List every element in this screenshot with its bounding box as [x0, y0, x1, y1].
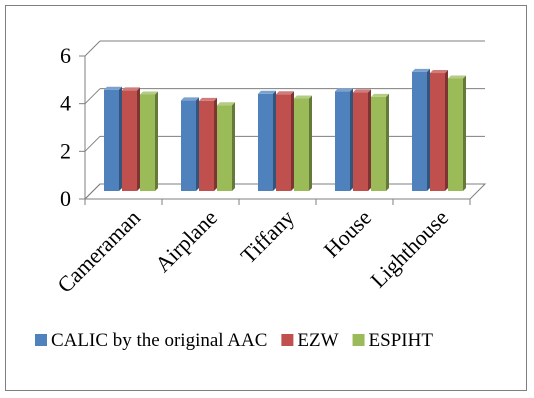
- bar-top: [217, 102, 235, 106]
- bar-front: [104, 89, 119, 191]
- bar-front: [276, 94, 291, 191]
- bar-top: [258, 90, 276, 94]
- bar-front: [217, 105, 232, 191]
- bar-side: [214, 97, 217, 191]
- y-tick-label: 0: [60, 186, 71, 211]
- gridline-diag: [84, 135, 101, 152]
- bar-top: [122, 87, 140, 91]
- bar-side: [196, 97, 199, 191]
- bar-front: [140, 94, 155, 191]
- x-category-label: Airplane: [150, 205, 222, 277]
- legend-label: ESPIHT: [369, 330, 434, 351]
- bar-top: [335, 88, 353, 92]
- bars: [104, 68, 466, 191]
- bar-front: [258, 93, 273, 191]
- bar-side: [155, 91, 158, 191]
- bar: [335, 88, 353, 191]
- bar-side: [427, 68, 430, 191]
- bar: [430, 70, 448, 191]
- bar-top: [276, 91, 294, 95]
- legend-label: EZW: [297, 330, 338, 351]
- y-tick-label: 4: [60, 91, 71, 116]
- legend: CALIC by the original AAC EZW ESPIHT: [35, 330, 433, 351]
- bar-side: [273, 90, 276, 191]
- gridline-diag: [84, 183, 101, 200]
- bar-side: [309, 95, 312, 191]
- bar: [258, 90, 276, 191]
- legend-label: CALIC by the original AAC: [51, 330, 267, 351]
- bar-top: [448, 75, 466, 79]
- bar: [122, 87, 140, 191]
- y-axis-ticks: 0 2 4 6: [60, 43, 71, 211]
- bar-top: [353, 89, 371, 93]
- legend-item: EZW: [281, 330, 339, 351]
- bar-top: [104, 86, 122, 90]
- bar-front: [122, 90, 137, 191]
- bar: [181, 97, 199, 191]
- bar-side: [368, 89, 371, 191]
- bar-front: [353, 92, 368, 191]
- bar-top: [140, 91, 158, 95]
- bar: [104, 86, 122, 191]
- bar-front: [199, 100, 214, 191]
- bar-side: [350, 88, 353, 191]
- bar-front: [371, 96, 386, 191]
- bar: [140, 91, 158, 191]
- y-tick-label: 6: [60, 43, 71, 68]
- bar-side: [119, 86, 122, 191]
- bar-top: [412, 68, 430, 72]
- bar-front: [335, 91, 350, 191]
- bar-top: [430, 70, 448, 74]
- legend-item: CALIC by the original AAC: [35, 330, 267, 351]
- bar-side: [445, 70, 448, 191]
- gridline-diag: [84, 40, 101, 57]
- bar-side: [291, 91, 294, 191]
- x-category-label: Lighthouse: [365, 205, 453, 293]
- bar: [217, 102, 235, 191]
- bar-top: [181, 97, 199, 101]
- bar: [448, 75, 466, 191]
- bar-side: [463, 75, 466, 191]
- bar-front: [181, 100, 196, 191]
- bar: [412, 68, 430, 191]
- x-category-label: House: [319, 205, 376, 262]
- x-category-label: Cameraman: [52, 205, 145, 298]
- bar: [294, 95, 312, 191]
- bar: [353, 89, 371, 191]
- gridline-diag: [84, 88, 101, 105]
- legend-swatch: [352, 334, 365, 346]
- x-category-label: Tiffany: [236, 205, 299, 268]
- bar-side: [232, 102, 235, 191]
- chart-frame: [5, 5, 527, 391]
- legend-swatch: [35, 334, 47, 346]
- bar-top: [199, 97, 217, 101]
- bar-front: [294, 98, 309, 191]
- bar-top: [371, 93, 389, 97]
- legend-item: ESPIHT: [352, 330, 434, 351]
- bar: [276, 91, 294, 191]
- legend-swatch: [281, 334, 294, 346]
- bar-top: [294, 95, 312, 99]
- bar-side: [137, 87, 140, 191]
- bar: [199, 97, 217, 191]
- bar-front: [430, 73, 445, 191]
- bar: [371, 93, 389, 191]
- bar-front: [412, 71, 427, 191]
- bar-front: [448, 78, 463, 191]
- bar-side: [386, 93, 389, 191]
- y-tick-label: 2: [60, 138, 71, 163]
